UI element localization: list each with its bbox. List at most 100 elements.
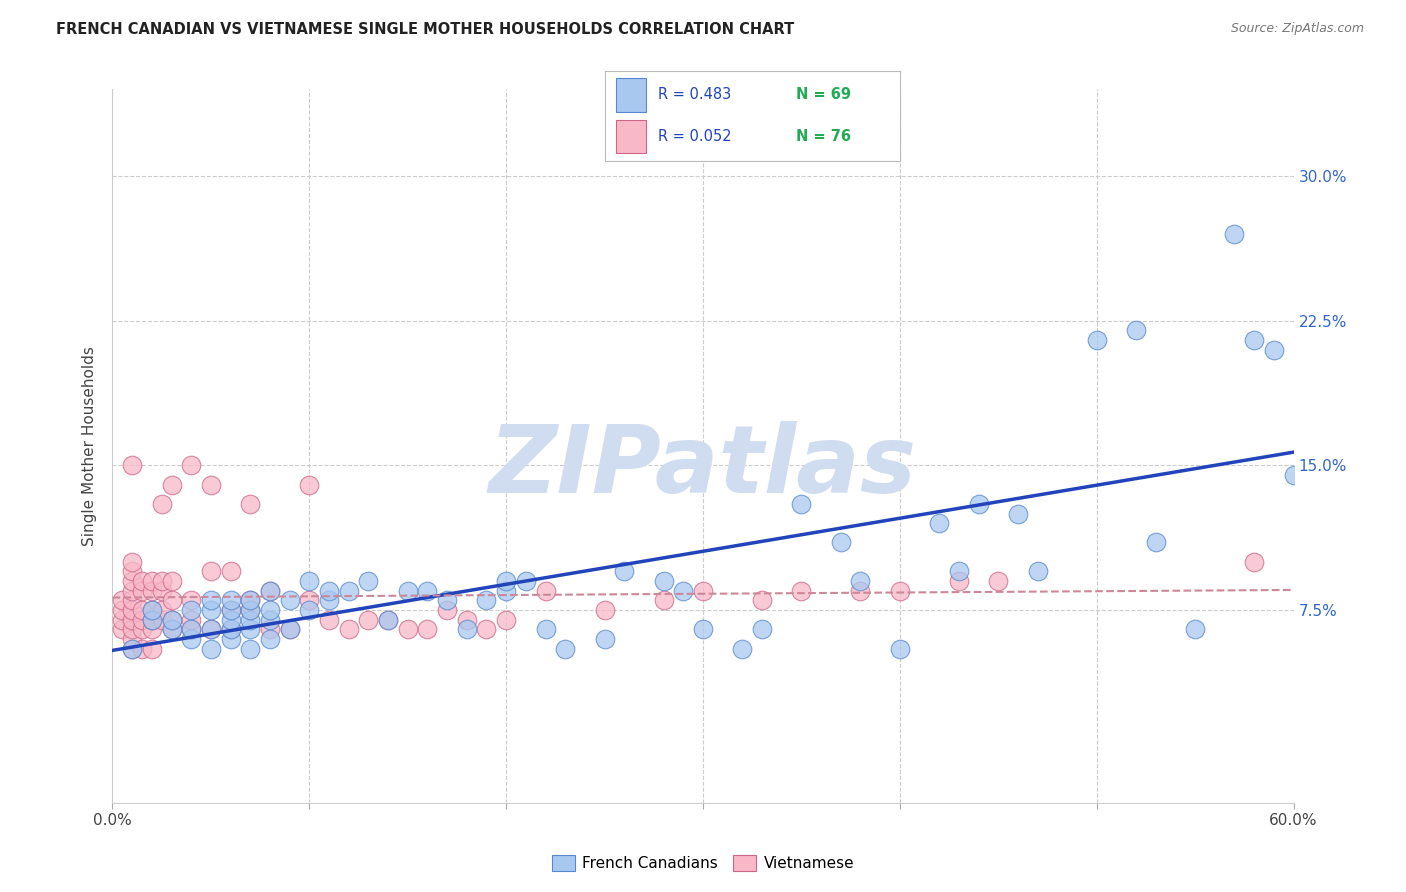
Point xyxy=(160,622,183,636)
Point xyxy=(121,632,143,646)
Point xyxy=(180,622,202,636)
Point xyxy=(239,593,262,607)
Point xyxy=(219,593,242,607)
Point xyxy=(160,574,183,588)
Point xyxy=(131,574,153,588)
Point xyxy=(141,622,163,636)
Point xyxy=(200,593,222,607)
Point xyxy=(219,603,242,617)
Point xyxy=(534,622,557,636)
Point xyxy=(337,583,360,598)
Point xyxy=(121,622,143,636)
Point xyxy=(652,574,675,588)
Point xyxy=(475,622,498,636)
Point xyxy=(495,574,517,588)
Legend: French Canadians, Vietnamese: French Canadians, Vietnamese xyxy=(546,849,860,877)
Point xyxy=(1007,507,1029,521)
Point xyxy=(1282,467,1305,482)
Point xyxy=(219,632,242,646)
Point xyxy=(200,622,222,636)
Point xyxy=(200,565,222,579)
Point xyxy=(239,603,262,617)
Point xyxy=(150,497,173,511)
Point xyxy=(141,613,163,627)
Point xyxy=(239,497,262,511)
Point xyxy=(889,583,911,598)
Point xyxy=(259,613,281,627)
Point xyxy=(1125,323,1147,337)
Point xyxy=(239,593,262,607)
Point xyxy=(495,583,517,598)
Point xyxy=(534,583,557,598)
FancyBboxPatch shape xyxy=(616,78,645,112)
Point xyxy=(180,603,202,617)
Point xyxy=(200,622,222,636)
Point xyxy=(456,613,478,627)
Point xyxy=(111,622,134,636)
Point xyxy=(298,477,321,491)
Point xyxy=(298,603,321,617)
Point xyxy=(436,593,458,607)
Point xyxy=(652,593,675,607)
Point xyxy=(593,632,616,646)
Point xyxy=(121,458,143,473)
Point xyxy=(150,603,173,617)
Point xyxy=(849,583,872,598)
Point xyxy=(967,497,990,511)
Point xyxy=(396,622,419,636)
Point xyxy=(239,622,262,636)
Point xyxy=(180,458,202,473)
Point xyxy=(1223,227,1246,241)
Point xyxy=(131,603,153,617)
Point xyxy=(593,603,616,617)
Point xyxy=(436,603,458,617)
Point xyxy=(948,574,970,588)
Point xyxy=(475,593,498,607)
Point xyxy=(790,497,813,511)
Point xyxy=(751,622,773,636)
Point xyxy=(150,574,173,588)
Point xyxy=(200,477,222,491)
Point xyxy=(278,622,301,636)
Point xyxy=(180,613,202,627)
Point xyxy=(948,565,970,579)
Point xyxy=(219,565,242,579)
Point xyxy=(121,565,143,579)
Point xyxy=(259,632,281,646)
Point xyxy=(111,603,134,617)
Point xyxy=(1085,333,1108,347)
Point xyxy=(150,613,173,627)
Point xyxy=(790,583,813,598)
Point xyxy=(1243,333,1265,347)
Text: Source: ZipAtlas.com: Source: ZipAtlas.com xyxy=(1230,22,1364,36)
Point xyxy=(219,613,242,627)
Point xyxy=(111,593,134,607)
Point xyxy=(751,593,773,607)
Point xyxy=(259,583,281,598)
Point xyxy=(141,603,163,617)
Point xyxy=(219,622,242,636)
Point xyxy=(160,477,183,491)
Point xyxy=(141,574,163,588)
Point xyxy=(219,622,242,636)
Point xyxy=(141,613,163,627)
Point xyxy=(1184,622,1206,636)
Point xyxy=(160,613,183,627)
Point xyxy=(515,574,537,588)
Point xyxy=(298,593,321,607)
Point xyxy=(1026,565,1049,579)
Point xyxy=(111,613,134,627)
Point xyxy=(278,593,301,607)
Point xyxy=(278,622,301,636)
Point xyxy=(160,613,183,627)
Point xyxy=(416,583,439,598)
Point xyxy=(180,622,202,636)
Point xyxy=(121,641,143,656)
Point xyxy=(121,555,143,569)
Text: R = 0.052: R = 0.052 xyxy=(658,129,731,144)
Text: FRENCH CANADIAN VS VIETNAMESE SINGLE MOTHER HOUSEHOLDS CORRELATION CHART: FRENCH CANADIAN VS VIETNAMESE SINGLE MOT… xyxy=(56,22,794,37)
Point xyxy=(160,593,183,607)
Point xyxy=(200,603,222,617)
Point xyxy=(150,583,173,598)
Point xyxy=(131,622,153,636)
